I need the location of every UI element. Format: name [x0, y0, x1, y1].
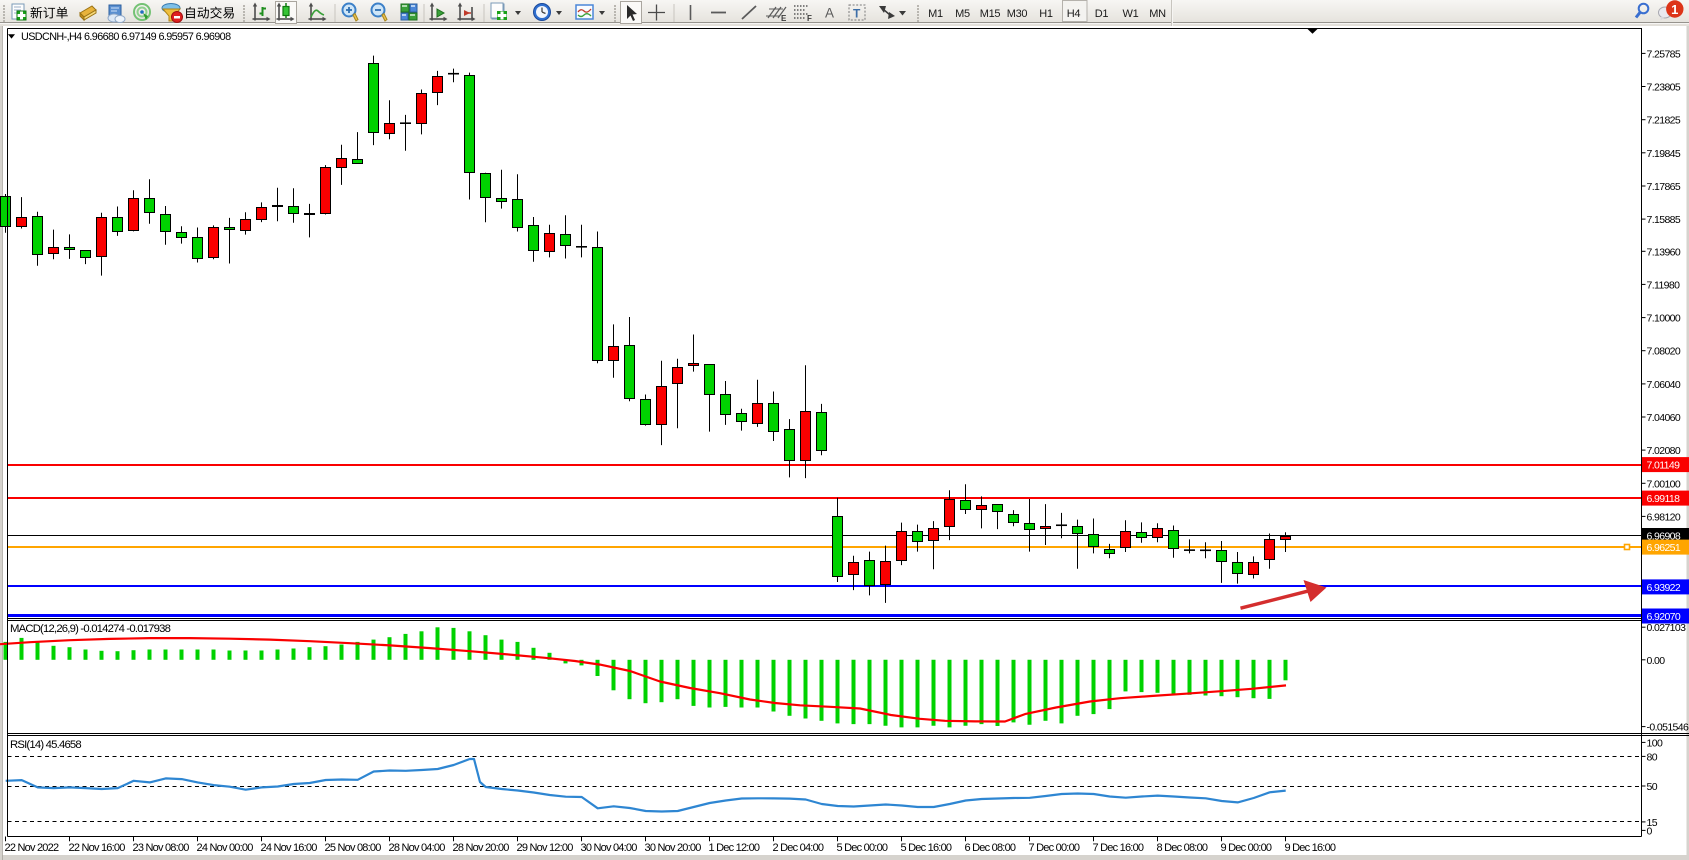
svg-text:29 Nov 12:00: 29 Nov 12:00 — [517, 842, 574, 854]
svg-text:7.02080: 7.02080 — [1647, 445, 1681, 457]
svg-text:15: 15 — [1647, 817, 1658, 829]
svg-text:80: 80 — [1647, 751, 1658, 763]
svg-text:7.00100: 7.00100 — [1647, 478, 1681, 490]
svg-text:7.11980: 7.11980 — [1647, 279, 1681, 291]
svg-text:6.96908: 6.96908 — [1647, 531, 1681, 543]
svg-text:5 Dec 16:00: 5 Dec 16:00 — [901, 842, 952, 854]
svg-text:7.17865: 7.17865 — [1647, 181, 1681, 193]
svg-text:6 Dec 08:00: 6 Dec 08:00 — [965, 842, 1016, 854]
svg-text:MACD(12,26,9) -0.014274 -0.017: MACD(12,26,9) -0.014274 -0.017938 — [10, 623, 171, 635]
svg-text:28 Nov 04:00: 28 Nov 04:00 — [389, 842, 446, 854]
svg-text:USDCNH-,H4 6.96680 6.97149 6.: USDCNH-,H4 6.96680 6.97149 6.95957 6.969… — [21, 31, 231, 43]
svg-text:9 Dec 16:00: 9 Dec 16:00 — [1285, 842, 1336, 854]
svg-text:100: 100 — [1647, 737, 1663, 749]
svg-text:6.93922: 6.93922 — [1647, 582, 1681, 594]
svg-text:H4: H4 — [1067, 8, 1081, 20]
svg-text:9 Dec 00:00: 9 Dec 00:00 — [1221, 842, 1272, 854]
svg-text:0.027103: 0.027103 — [1647, 622, 1687, 634]
svg-text:7.01149: 7.01149 — [1647, 460, 1681, 472]
svg-text:A: A — [825, 6, 834, 21]
svg-text:7.04060: 7.04060 — [1647, 412, 1681, 424]
svg-text:7 Dec 00:00: 7 Dec 00:00 — [1029, 842, 1080, 854]
svg-text:6.99118: 6.99118 — [1647, 493, 1681, 505]
svg-text:M15: M15 — [980, 8, 1001, 20]
svg-text:7.08020: 7.08020 — [1647, 346, 1681, 358]
svg-text:30 Nov 04:00: 30 Nov 04:00 — [581, 842, 638, 854]
svg-text:7.19845: 7.19845 — [1647, 148, 1681, 160]
svg-text:5 Dec 00:00: 5 Dec 00:00 — [837, 842, 888, 854]
svg-text:H1: H1 — [1039, 8, 1053, 20]
svg-text:7.25785: 7.25785 — [1647, 48, 1681, 60]
svg-text:8 Dec 08:00: 8 Dec 08:00 — [1157, 842, 1208, 854]
svg-text:30 Nov 20:00: 30 Nov 20:00 — [645, 842, 702, 854]
svg-text:24 Nov 00:00: 24 Nov 00:00 — [197, 842, 254, 854]
svg-text:22 Nov 16:00: 22 Nov 16:00 — [69, 842, 126, 854]
svg-text:23 Nov 08:00: 23 Nov 08:00 — [133, 842, 190, 854]
svg-text:W1: W1 — [1123, 8, 1139, 20]
svg-text:0.00: 0.00 — [1647, 655, 1666, 667]
svg-text:T: T — [853, 7, 861, 21]
svg-text:D1: D1 — [1095, 8, 1109, 20]
svg-text:1 Dec 12:00: 1 Dec 12:00 — [709, 842, 760, 854]
svg-text:28 Nov 20:00: 28 Nov 20:00 — [453, 842, 510, 854]
svg-text:22 Nov 2022: 22 Nov 2022 — [5, 842, 59, 854]
svg-text:25 Nov 08:00: 25 Nov 08:00 — [325, 842, 382, 854]
svg-text:M1: M1 — [928, 8, 943, 20]
svg-text:7.10000: 7.10000 — [1647, 313, 1681, 325]
svg-text:7.06040: 7.06040 — [1647, 379, 1681, 391]
svg-text:MN: MN — [1149, 8, 1166, 20]
svg-text:7.15885: 7.15885 — [1647, 214, 1681, 226]
svg-text:6.98120: 6.98120 — [1647, 511, 1681, 523]
svg-text:24 Nov 16:00: 24 Nov 16:00 — [261, 842, 318, 854]
svg-text:7.23805: 7.23805 — [1647, 82, 1681, 94]
svg-text:7.13960: 7.13960 — [1647, 246, 1681, 258]
svg-text:2 Dec 04:00: 2 Dec 04:00 — [773, 842, 824, 854]
svg-text:50: 50 — [1647, 781, 1658, 793]
svg-text:6.96251: 6.96251 — [1647, 542, 1681, 554]
svg-text:RSI(14) 45.4658: RSI(14) 45.4658 — [10, 739, 81, 751]
svg-text:-0.051546: -0.051546 — [1647, 722, 1689, 734]
svg-text:M30: M30 — [1007, 8, 1028, 20]
svg-text:F: F — [807, 14, 812, 23]
svg-text:0: 0 — [1647, 825, 1653, 837]
svg-text:1: 1 — [1671, 2, 1678, 17]
svg-text:M5: M5 — [955, 8, 970, 20]
svg-text:6.92070: 6.92070 — [1647, 611, 1681, 623]
svg-text:E: E — [781, 14, 787, 23]
svg-text:7.21825: 7.21825 — [1647, 115, 1681, 127]
svg-text:7 Dec 16:00: 7 Dec 16:00 — [1093, 842, 1144, 854]
